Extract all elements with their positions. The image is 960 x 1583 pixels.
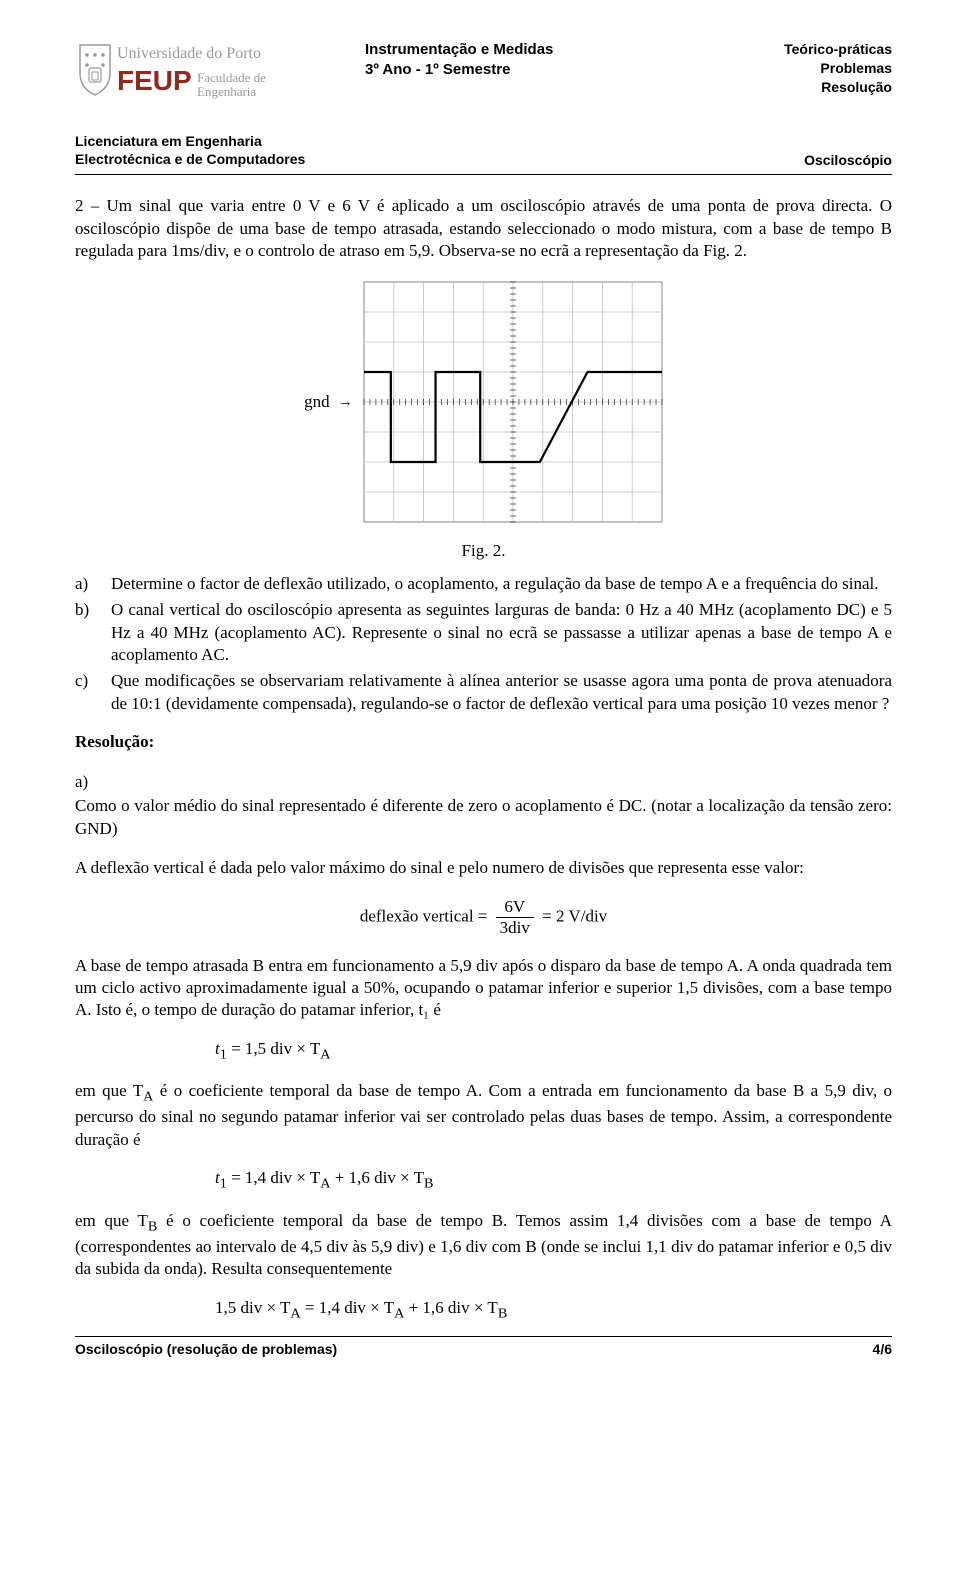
marker-c: c) — [75, 670, 111, 715]
page-container: Universidade do Porto FEUP Faculdade de … — [0, 0, 960, 1387]
resolution-title: Resolução: — [75, 731, 892, 753]
formula-fraction: 6V 3div — [496, 897, 534, 938]
resolution-a-p2: A deflexão vertical é dada pelo valor má… — [75, 857, 892, 879]
header-row: Universidade do Porto FEUP Faculdade de … — [75, 40, 892, 120]
deflection-formula: deflexão vertical = 6V 3div = 2 V/div — [75, 897, 892, 938]
header-center: Instrumentação e Medidas 3º Ano - 1º Sem… — [285, 40, 784, 81]
subheader-left: Licenciatura em Engenharia Electrotécnic… — [75, 132, 305, 168]
marker-b: b) — [75, 599, 111, 666]
formula-numerator: 6V — [496, 897, 534, 918]
formula-left: deflexão vertical — [360, 906, 474, 925]
question-b-text: O canal vertical do osciloscópio apresen… — [111, 599, 892, 666]
question-a-text: Determine o factor de deflexão utilizado… — [111, 573, 892, 595]
svg-text:Universidade do Porto: Universidade do Porto — [117, 45, 261, 62]
figure-caption: Fig. 2. — [75, 541, 892, 561]
subheader-row: Licenciatura em Engenharia Electrotécnic… — [75, 132, 892, 168]
resolution-p3: A base de tempo atrasada B entra em func… — [75, 955, 892, 1022]
resolution-p5: em que TB é o coeficiente temporal da ba… — [75, 1210, 892, 1281]
topic-label: Osciloscópio — [804, 152, 892, 168]
oscilloscope-display — [363, 281, 663, 523]
footer-left: Osciloscópio (resolução de problemas) — [75, 1341, 337, 1357]
footer-divider — [75, 1336, 892, 1337]
equation-1: t1 = 1,5 div × TA — [215, 1039, 892, 1063]
doc-type-2: Problemas — [784, 59, 892, 78]
formula-denominator: 3div — [496, 918, 534, 938]
marker-a: a) — [75, 573, 111, 595]
question-list: a) Determine o factor de deflexão utiliz… — [75, 573, 892, 716]
svg-text:Faculdade de: Faculdade de — [197, 70, 266, 85]
degree-line1: Licenciatura em Engenharia — [75, 132, 305, 150]
svg-text:FEUP: FEUP — [117, 65, 192, 96]
problem-statement: 2 – Um sinal que varia entre 0 V e 6 V é… — [75, 195, 892, 262]
svg-text:Engenharia: Engenharia — [197, 84, 256, 99]
resolution-p4: em que TA é o coeficiente temporal da ba… — [75, 1080, 892, 1151]
header-divider — [75, 174, 892, 175]
feup-logo-icon: Universidade do Porto FEUP Faculdade de … — [75, 40, 285, 120]
doc-type-3: Resolução — [784, 78, 892, 97]
question-b: b) O canal vertical do osciloscópio apre… — [75, 599, 892, 666]
question-c-text: Que modificações se observariam relativa… — [111, 670, 892, 715]
formula-result: 2 V/div — [556, 906, 607, 925]
gnd-label: gnd → — [304, 392, 353, 412]
footer-row: Osciloscópio (resolução de problemas) 4/… — [75, 1341, 892, 1357]
question-c: c) Que modificações se observariam relat… — [75, 670, 892, 715]
header-right: Teórico-práticas Problemas Resolução — [784, 40, 892, 97]
question-a: a) Determine o factor de deflexão utiliz… — [75, 573, 892, 595]
university-logo-block: Universidade do Porto FEUP Faculdade de … — [75, 40, 285, 120]
course-title: Instrumentação e Medidas — [365, 40, 784, 60]
equation-3: 1,5 div × TA = 1,4 div × TA + 1,6 div × … — [215, 1298, 892, 1322]
arrow-right-icon: → — [338, 394, 353, 411]
figure-block: gnd → Fig. 2. — [75, 281, 892, 561]
course-year: 3º Ano - 1º Semestre — [365, 60, 784, 80]
equation-2: t1 = 1,4 div × TA + 1,6 div × TB — [215, 1168, 892, 1192]
resolution-a-p1: Como o valor médio do sinal representado… — [75, 795, 892, 840]
degree-line2: Electrotécnica e de Computadores — [75, 150, 305, 168]
doc-type-1: Teórico-práticas — [784, 40, 892, 59]
part-a-label: a) — [75, 771, 892, 793]
scope-wrapper: gnd → — [304, 281, 663, 523]
footer-page: 4/6 — [873, 1341, 892, 1357]
